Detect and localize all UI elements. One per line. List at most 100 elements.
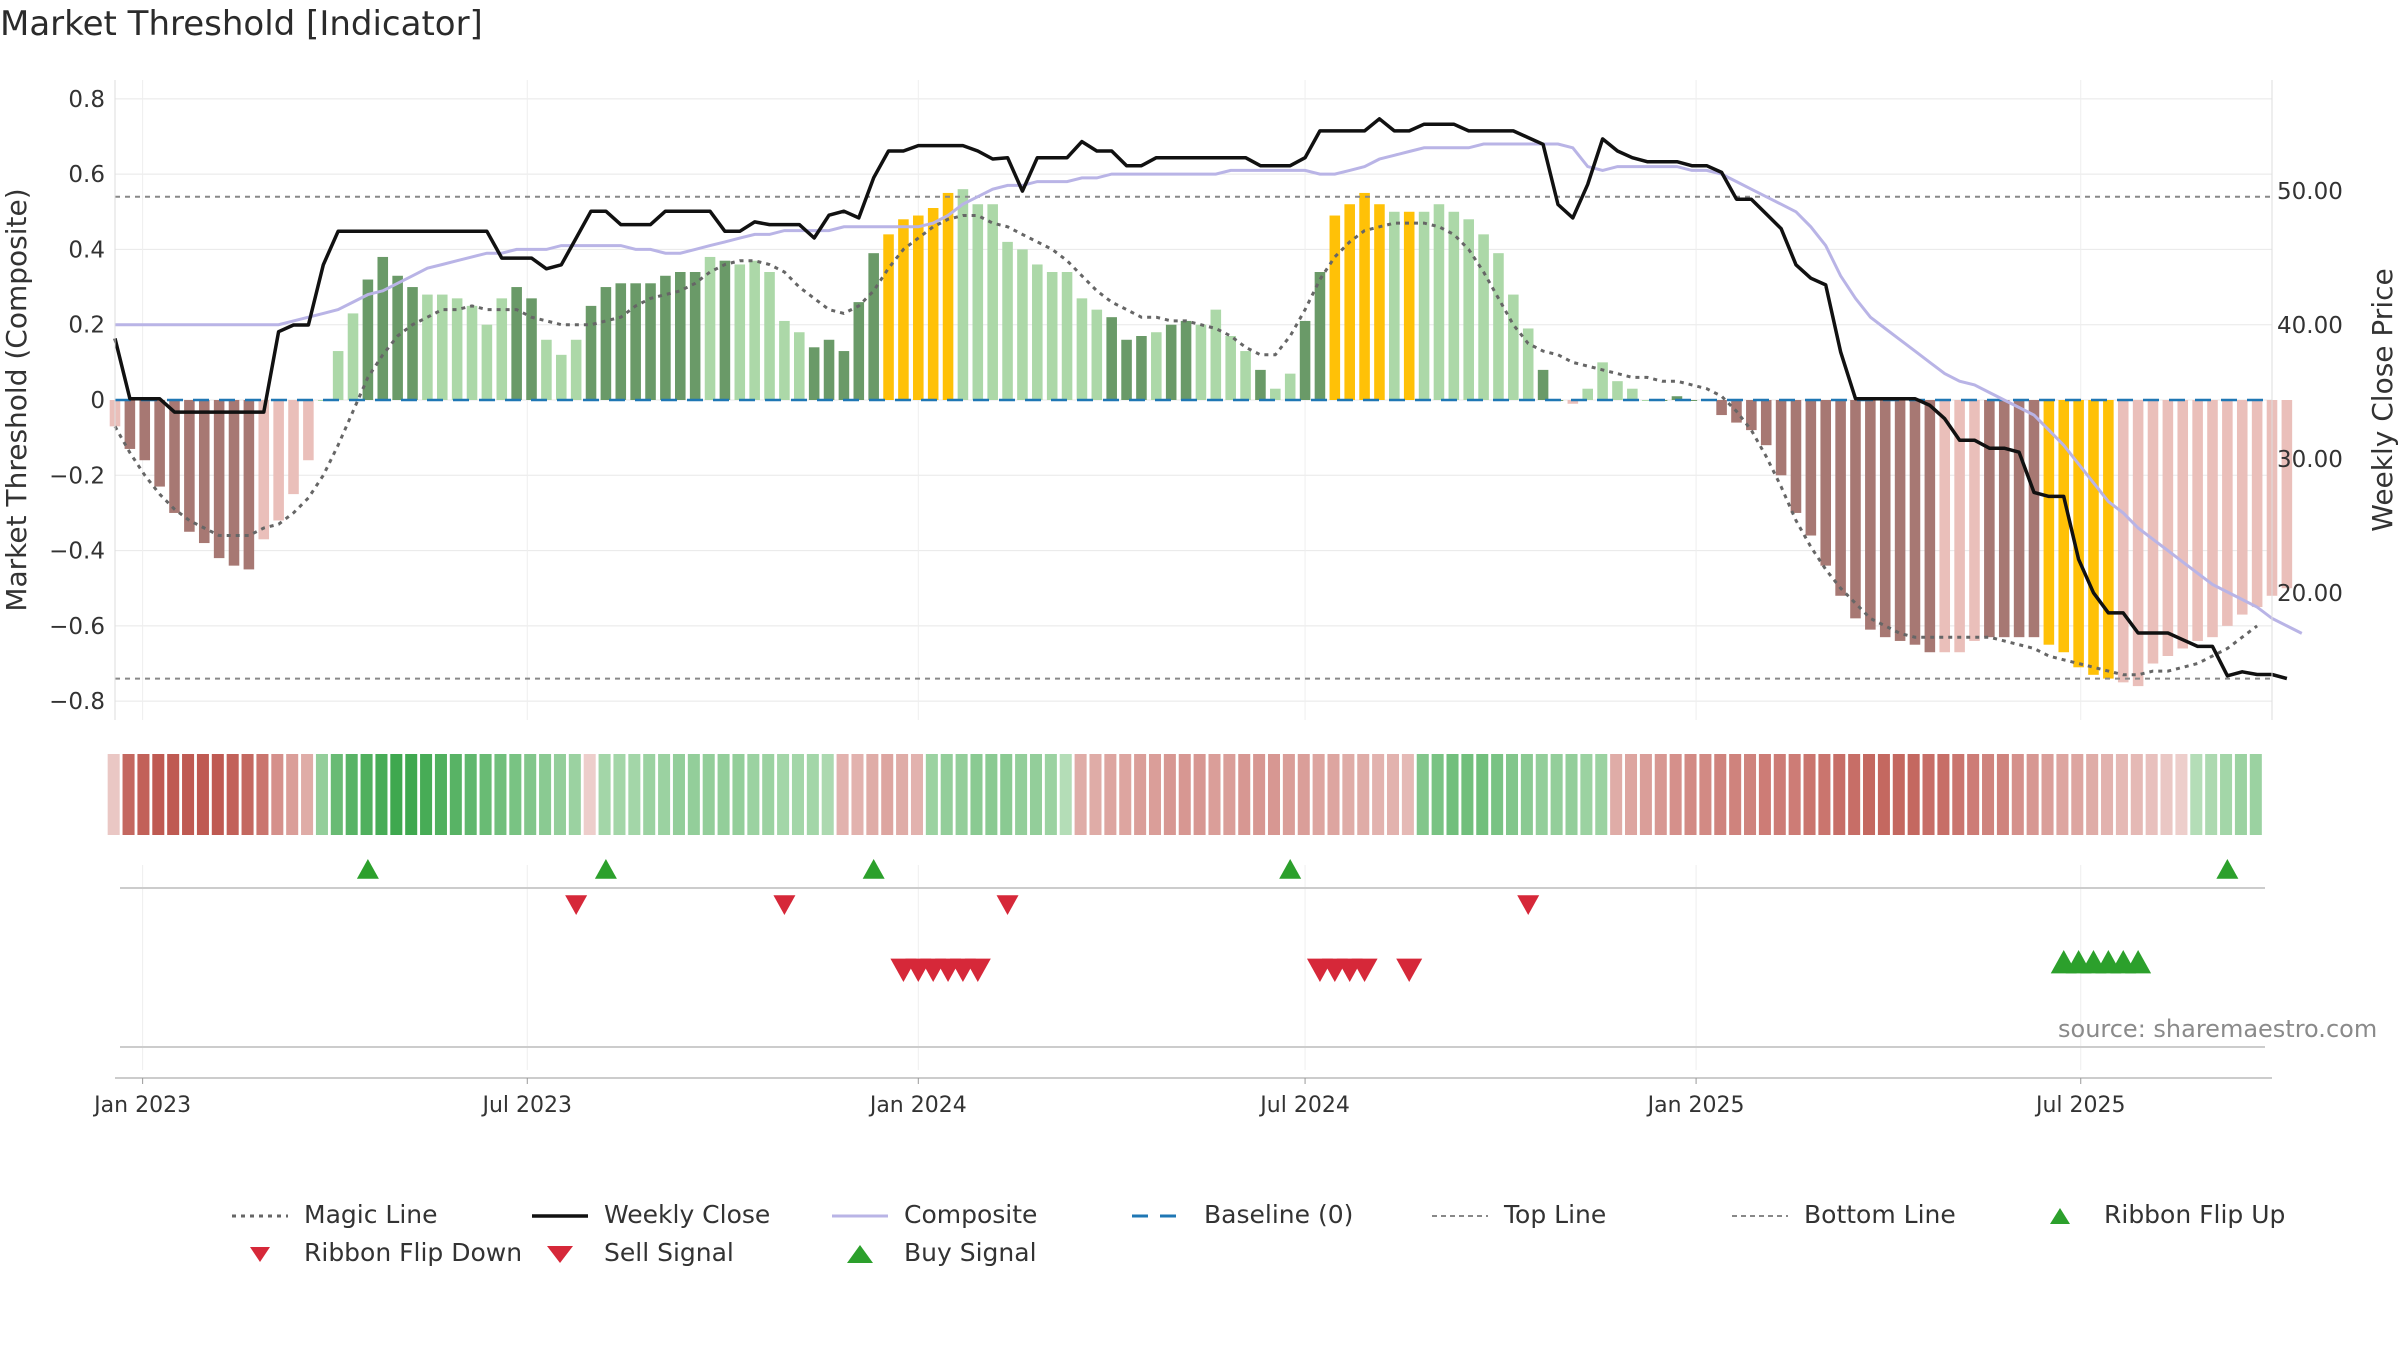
composite-bar [555,354,567,400]
composite-bar [1002,241,1013,400]
ribbon-cell [2145,754,2158,835]
ribbon-cell [1401,754,1414,835]
ribbon-cell [896,754,909,835]
ribbon-cell [539,754,552,835]
ribbon-cell [1134,754,1147,835]
composite-bar [719,260,731,400]
composite-bar [184,400,195,532]
ribbon-cell [509,754,522,835]
ribbon-cell [628,754,641,835]
ribbon-cell [1520,754,1533,835]
ribbon-cell [747,754,760,835]
ribbon-cell [598,754,611,835]
sell-signal-marker [1396,958,1423,982]
composite-bar [2028,400,2040,638]
ribbon-cell [2101,754,2114,835]
ribbon-cell [2175,754,2188,835]
ribbon-cell [1491,754,1504,835]
composite-bar [2103,400,2114,679]
composite-bar [1879,400,1891,638]
composite-bar [1775,400,1787,476]
composite-bar [332,351,344,400]
composite-bar [2177,400,2189,649]
composite-bar [838,351,850,400]
legend-label: Top Line [1504,1200,1607,1229]
ribbon-cell [583,754,596,835]
ribbon-cell [1654,754,1667,835]
composite-bar [987,204,998,400]
composite-bar [1894,400,1906,641]
composite-bar [1998,400,2010,638]
ribbon-cell [1089,754,1102,835]
composite-bar [764,272,775,400]
ribbon-flip-down-marker [773,895,796,915]
ribbon-cell [330,754,343,835]
ribbon-cell [211,754,224,835]
ribbon-cell [2071,754,2084,835]
composite-bar [1284,373,1296,400]
ribbon-cell [345,754,358,835]
ribbon-cell [940,754,953,835]
composite-bar [2117,400,2129,683]
legend-item-buy: Buy Signal [830,1238,1037,1267]
buy-signal-marker [2125,950,2152,974]
ribbon-cell [1193,754,1206,835]
x-tick-label: Jul 2024 [1258,1093,1350,1118]
composite-bar [972,204,984,400]
ribbon-cell [1833,754,1846,835]
legend-label: Sell Signal [604,1238,734,1267]
ribbon-cell [1610,754,1623,835]
composite-bar [1091,309,1103,400]
composite-bar [169,400,180,513]
composite-bar [1225,336,1236,400]
composite-bar [1597,362,1608,400]
composite-bar [1969,400,1980,641]
ribbon-flip-down-marker [996,895,1019,915]
ribbon-cell [2190,754,2203,835]
ribbon-cell [732,754,745,835]
composite-bar [1924,400,1936,653]
weekly-close-line [113,117,2288,681]
ribbon-cell [821,754,834,835]
ribbon-cell [375,754,388,835]
y-right-tick-label: 40.00 [2277,313,2343,339]
y-left-tick-label: 0.4 [68,237,105,263]
ribbon-cell [2115,754,2128,835]
sell-signal-marker [1351,958,1378,982]
ribbon-cell [851,754,864,835]
composite-bar [288,400,299,495]
y-left-tick-label: 0 [90,388,105,414]
ribbon-cell [1758,754,1771,835]
y-left-tick-label: −0.2 [49,463,105,489]
ribbon-flip-down-marker [1517,895,1540,915]
composite-bar [927,208,939,400]
composite-bar [1448,211,1460,400]
composite-bar [2251,400,2263,608]
composite-bar [1835,400,1846,596]
composite-bars [109,189,2293,687]
composite-bar [1522,328,1534,400]
ribbon-cell [866,754,879,835]
ribbon-cell [1104,754,1117,835]
composite-bar [1463,219,1474,400]
y-left-axis-title: Market Threshold (Composite) [0,188,33,611]
legend-item-sell: Sell Signal [530,1238,734,1267]
ribbon-cell [1625,754,1638,835]
ribbon-cell [1773,754,1786,835]
composite-bar [1746,400,1757,431]
ribbon-cell [122,754,135,835]
composite-bar [1641,400,1653,401]
ribbon-cell [1029,754,1042,835]
ribbon-cell [2234,754,2247,835]
ribbon-cell [1208,754,1221,835]
ribbon-cell [2056,754,2069,835]
ribbon-cell [2086,754,2099,835]
ribbon-cell [301,754,314,835]
composite-bar [957,189,969,400]
composite-bar [377,256,389,400]
ribbon-cell [1744,754,1757,835]
composite-bar [2192,400,2203,641]
ribbon-cell [137,754,150,835]
composite-bar [1984,400,1995,638]
